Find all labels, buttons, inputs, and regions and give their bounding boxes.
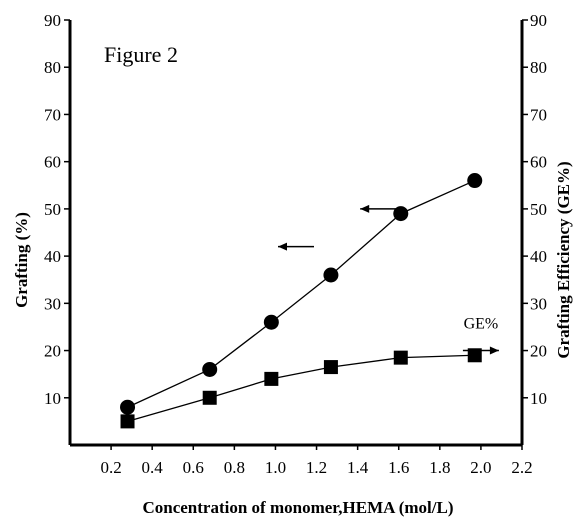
figure-annotation: Figure 2 (104, 42, 178, 67)
series-1-point (323, 267, 339, 283)
right-y-tick-label: 40 (530, 247, 547, 266)
x-tick-label: 1.8 (429, 458, 450, 477)
annotation-arrows: GE% (278, 204, 499, 355)
x-tick-label: 1.6 (388, 458, 409, 477)
x-tick-label: 1.2 (306, 458, 327, 477)
series-2-point (393, 350, 408, 365)
right-y-tick-label: 30 (530, 294, 547, 313)
left-y-tick-label: 90 (44, 11, 61, 30)
left-y-tick-label: 40 (44, 247, 61, 266)
left-y-axis-title: Grafting (%) (12, 212, 31, 308)
right-y-tick-label: 10 (530, 389, 547, 408)
arrow-2-head (278, 242, 287, 251)
series-2-point (323, 360, 338, 375)
x-tick-label: 0.6 (183, 458, 204, 477)
left-y-tick-label: 10 (44, 389, 61, 408)
left-y-tick-label: 50 (44, 200, 61, 219)
series-2-point (202, 390, 217, 405)
axes-frame (68, 20, 524, 447)
data-series (120, 173, 483, 429)
x-tick-label: 0.2 (100, 458, 121, 477)
right-y-tick-label: 90 (530, 11, 547, 30)
series-1-point (263, 314, 279, 330)
left-y-tick-label: 70 (44, 105, 61, 124)
series-2-point (120, 414, 135, 429)
left-y-axis-ticks: 10 20 30 40 50 60 70 80 90 (44, 11, 70, 408)
right-y-axis-ticks: 10 20 30 40 50 60 70 80 90 (522, 11, 547, 408)
series-1-point (202, 361, 218, 377)
right-y-tick-label: 50 (530, 200, 547, 219)
series-2-point (467, 348, 482, 363)
right-y-tick-label: 80 (530, 58, 547, 77)
x-tick-label: 1.4 (347, 458, 369, 477)
series-label-ge: GE% (464, 316, 499, 333)
series-1-point (393, 206, 409, 222)
series-1-point (120, 399, 136, 415)
x-tick-label: 0.4 (142, 458, 164, 477)
x-tick-label: 1.0 (265, 458, 286, 477)
x-tick-label: 2.2 (511, 458, 532, 477)
right-y-tick-label: 20 (530, 342, 547, 361)
x-tick-label: 0.8 (224, 458, 245, 477)
x-axis-ticks: 0.2 0.4 0.6 0.8 1.0 1.2 1.4 1.6 1.8 2.0 2.2 (100, 445, 533, 477)
x-axis-title: Concentration of monomer,HEMA (mol/L) (142, 498, 453, 517)
x-tick-label: 2.0 (470, 458, 491, 477)
right-y-tick-label: 60 (530, 153, 547, 172)
series-2-line (127, 354, 475, 423)
left-y-tick-label: 20 (44, 342, 61, 361)
right-y-axis-title: Grafting Efficiency (GE%) (554, 161, 573, 358)
arrow-3-head (489, 346, 499, 355)
left-y-tick-label: 30 (44, 294, 61, 313)
series-1-point (467, 173, 483, 189)
series-1-line (127, 179, 476, 408)
left-y-tick-label: 80 (44, 58, 61, 77)
series-2-point (264, 371, 279, 386)
right-y-tick-label: 70 (530, 105, 547, 124)
arrow-1-head (360, 204, 370, 213)
left-y-tick-label: 60 (44, 153, 61, 172)
